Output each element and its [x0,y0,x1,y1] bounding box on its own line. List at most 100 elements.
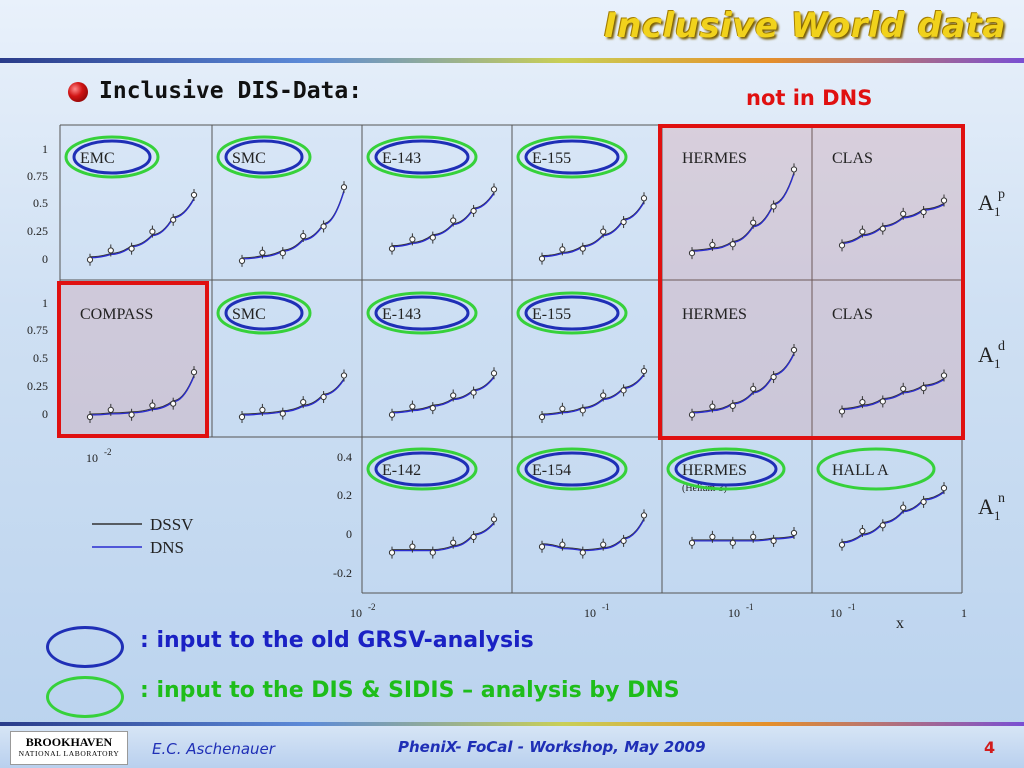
dssv-curve [391,521,495,551]
data-point [128,411,135,418]
dssv-curve [691,352,795,413]
blue-ring-icon [224,295,304,331]
blue-ring-icon [524,295,620,331]
data-point [838,408,846,415]
panel-label-clas: CLAS [832,306,873,323]
blue-ring-icon [374,139,470,175]
legend-dssv-label: DSSV [150,515,194,534]
data-point [190,191,198,199]
data-point [838,242,846,249]
x-tick-exp: -2 [104,447,112,457]
panel-label-compass: COMPASS [80,306,153,323]
data-point [729,241,736,248]
dssv-curve [241,378,345,415]
data-point [790,346,798,354]
data-point [579,245,586,252]
data-point [470,207,477,215]
data-point [388,411,396,418]
row-label-d: A [978,342,994,367]
blue-ring-icon [72,139,152,175]
data-point [600,228,607,235]
data-point [450,392,457,399]
data-point [859,399,866,406]
data-point [538,413,546,421]
data-point [729,539,736,546]
data-point [429,549,436,556]
x-tick-label: 10 [350,606,362,620]
row-label-sup: n [998,491,1005,506]
panel-label-emc: EMC [80,150,115,167]
x-tick-label: 10 [584,606,596,620]
y-tick-label: 0.75 [27,323,48,337]
panel-label-e-143: E-143 [382,150,421,167]
blue-ring-icon [524,139,620,175]
data-point [579,407,586,414]
bullet-icon [68,82,88,102]
data-point [620,537,627,545]
data-point [409,236,416,243]
dssv-curve [841,378,945,409]
data-point [538,543,546,550]
blue-ring-icon [374,451,470,487]
data-point [149,402,156,409]
data-point [688,411,696,418]
data-point [770,537,777,545]
data-point [940,372,948,379]
data-point [429,234,436,241]
data-point [709,533,716,540]
y-tick-label: 0 [42,407,48,421]
row-label-n: A [978,494,994,519]
data-point [190,369,198,376]
footer-bar [0,724,1024,768]
panel-label-e-142: E-142 [382,462,421,479]
dssv-curve [89,374,195,415]
row-label-sup: d [998,339,1005,354]
panel-label-hermes: HERMES [682,462,747,479]
data-point [450,539,457,546]
brookhaven-logo: BROOKHAVEN NATIONAL LABORATORY [10,731,128,765]
data-point [579,549,586,556]
blue-ring-icon [674,451,778,487]
green-ring-icon [516,447,628,491]
title-rule [0,58,1024,63]
data-point [640,367,648,375]
data-point [920,385,927,392]
x-tick-exp: -1 [746,602,754,612]
data-point [709,403,716,410]
y-tick-label: 1 [42,142,48,156]
data-point [279,250,286,257]
data-point [879,225,886,232]
data-point [559,246,566,253]
data-point [340,184,348,191]
data-point [149,228,156,235]
x-axis-label: x [896,615,904,632]
data-point [940,485,948,492]
y-tick-label: 0.4 [337,450,352,464]
green-ring-icon [46,676,124,718]
data-point [770,373,777,381]
data-point [750,385,757,392]
bullet-heading: Inclusive DIS-Data: [99,78,363,104]
data-point [409,403,416,410]
data-point [879,398,886,405]
dssv-curve [841,490,945,543]
y-tick-label: 0.2 [337,488,352,502]
data-point [688,250,696,257]
green-ring-icon [516,135,628,179]
data-point [409,543,416,550]
footer-author: E.C. Aschenauer [152,740,275,758]
y-tick-label: 0.25 [27,224,48,238]
row-label-p: A [978,190,994,215]
blue-ring-icon [224,139,304,175]
x-tick-label: 10 [830,606,842,620]
blue-ring-icon [374,295,470,331]
page-number: 4 [984,738,996,757]
data-point [600,392,607,399]
x-tick-label: 10 [728,606,740,620]
data-point [107,406,114,413]
data-point [640,512,648,519]
panel-label-e-155: E-155 [532,306,571,323]
data-point [86,256,94,263]
data-point [640,195,648,202]
data-point [729,402,736,409]
